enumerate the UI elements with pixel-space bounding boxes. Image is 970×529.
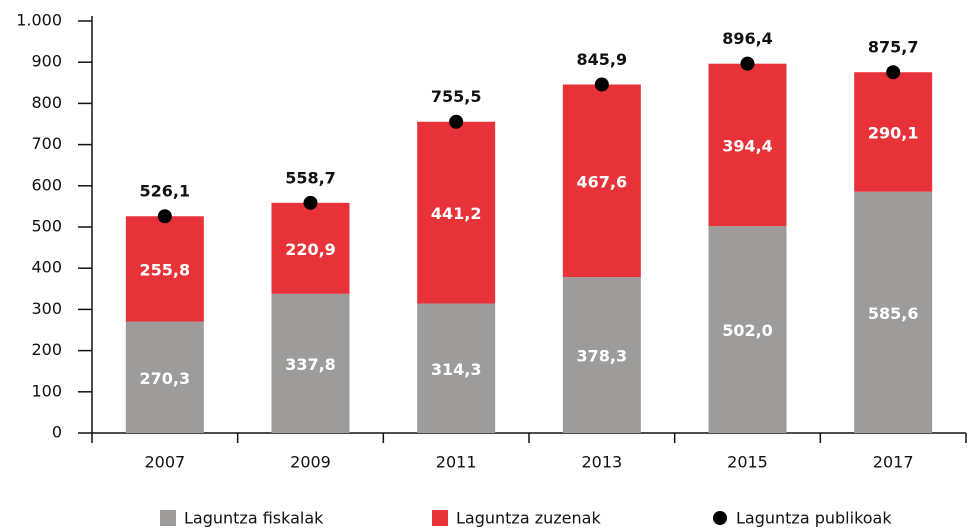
y-tick-label: 500	[31, 217, 62, 236]
bar-segment	[417, 121, 496, 304]
segment-label: 290,1	[868, 123, 919, 142]
legend-marker	[432, 510, 448, 526]
bar-segment	[125, 216, 204, 322]
bar-segment	[271, 293, 350, 433]
x-tick-label: 2007	[144, 453, 185, 472]
y-tick-label: 800	[31, 93, 62, 112]
bar-segment	[417, 303, 496, 433]
total-dot	[886, 65, 901, 80]
bar-segment	[854, 72, 933, 192]
y-tick-label: 1.000	[16, 11, 62, 30]
y-tick-label: 100	[31, 381, 62, 400]
segment-label: 270,3	[140, 369, 191, 388]
legend-marker	[713, 511, 727, 525]
segment-label: 378,3	[577, 347, 628, 366]
segment-label: 394,4	[722, 136, 773, 155]
segment-label: 337,8	[285, 355, 336, 374]
total-dot	[594, 77, 609, 92]
total-dot	[449, 114, 464, 129]
legend-label: Laguntza publikoak	[736, 509, 892, 528]
segment-label: 314,3	[431, 360, 482, 379]
x-tick-label: 2015	[727, 453, 768, 472]
legend-marker	[160, 510, 176, 526]
bar-segment	[562, 84, 641, 278]
total-label: 526,1	[140, 182, 191, 201]
y-tick-label: 600	[31, 175, 62, 194]
total-label: 896,4	[722, 29, 773, 48]
bar-segment	[271, 202, 350, 294]
bar-segment	[125, 321, 204, 433]
segment-label: 220,9	[285, 240, 336, 259]
y-tick-label: 200	[31, 340, 62, 359]
x-tick-label: 2009	[290, 453, 331, 472]
legend-label: Laguntza zuzenak	[456, 509, 601, 528]
bar-segment	[854, 191, 933, 433]
segment-label: 441,2	[431, 204, 482, 223]
total-dot	[303, 195, 318, 210]
y-tick-label: 900	[31, 52, 62, 71]
bar-segment	[562, 277, 641, 433]
y-tick-label: 700	[31, 134, 62, 153]
y-tick-label: 300	[31, 299, 62, 318]
legend-label: Laguntza fiskalak	[184, 509, 324, 528]
y-tick-label: 0	[52, 423, 62, 442]
bar-segment	[708, 63, 787, 227]
segment-label: 502,0	[722, 321, 773, 340]
segment-label: 255,8	[140, 260, 191, 279]
y-tick-label: 400	[31, 258, 62, 277]
segment-label: 467,6	[577, 172, 628, 191]
segment-label: 585,6	[868, 304, 919, 323]
total-label: 845,9	[577, 50, 628, 69]
x-tick-label: 2013	[581, 453, 622, 472]
total-label: 875,7	[868, 38, 919, 57]
total-dot	[157, 209, 172, 224]
total-dot	[740, 56, 755, 71]
total-label: 558,7	[285, 168, 336, 187]
x-tick-label: 2017	[873, 453, 914, 472]
bar-segment	[708, 226, 787, 433]
total-label: 755,5	[431, 87, 482, 106]
x-tick-label: 2011	[436, 453, 477, 472]
